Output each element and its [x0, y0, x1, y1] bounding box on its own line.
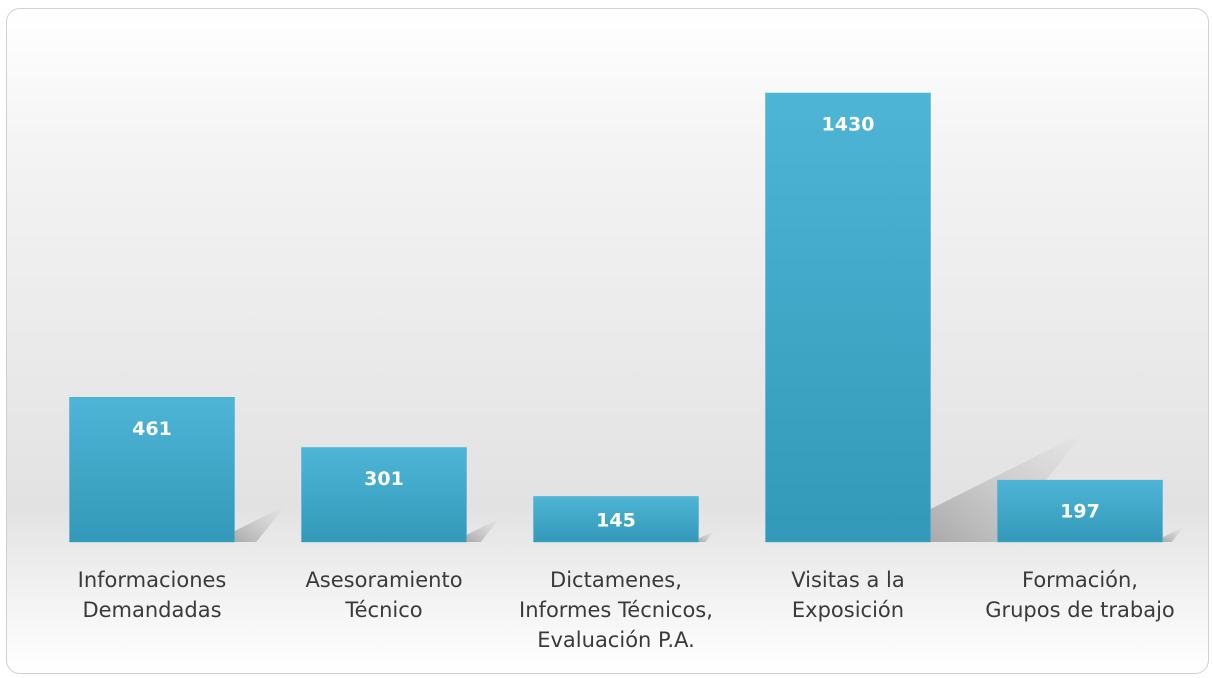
x-tick-label: Formación, Grupos de trabajo	[985, 568, 1175, 622]
x-tick-label: Asesoramiento Técnico	[305, 568, 463, 622]
value-label: 1430	[822, 114, 875, 136]
value-label: 301	[364, 468, 404, 490]
bar	[997, 479, 1163, 543]
value-label: 145	[596, 510, 636, 532]
bar-shadow	[1162, 526, 1185, 542]
x-tick-label: Informaciones Demandadas	[77, 568, 227, 622]
value-label: 461	[132, 418, 172, 440]
bar	[301, 447, 467, 543]
bar	[533, 496, 699, 543]
bar-shadow	[698, 530, 715, 542]
x-tick-label: Visitas a la Exposición	[791, 568, 905, 622]
bar-shadow	[466, 518, 500, 542]
chart-frame	[6, 8, 1209, 674]
x-tick-label: Dictamenes, Informes Técnicos, Evaluació…	[519, 568, 713, 652]
bar	[69, 397, 235, 543]
value-label: 197	[1060, 501, 1100, 523]
bar-shadow	[234, 505, 286, 542]
bar	[765, 92, 931, 543]
